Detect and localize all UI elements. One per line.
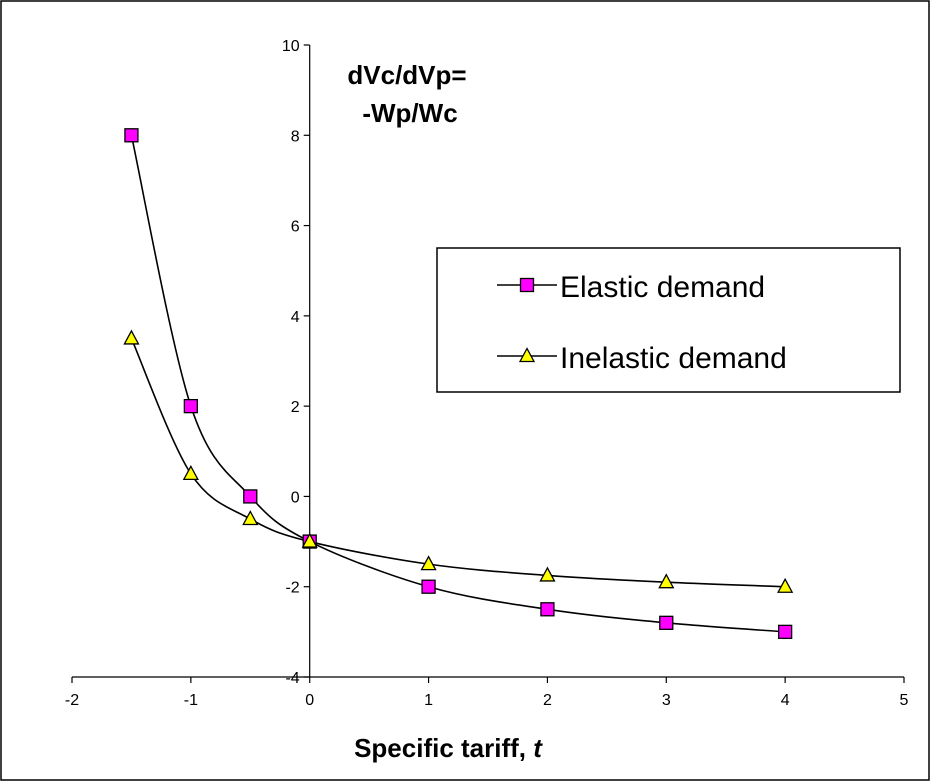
data-point-inelastic-demand — [123, 329, 140, 345]
x-axis-title-symbol: t — [533, 733, 543, 763]
data-point-elastic-demand — [777, 624, 793, 640]
x-tick-label: -2 — [65, 692, 79, 709]
x-tick-label: 2 — [543, 692, 552, 709]
legend-label-inelastic: Inelastic demand — [560, 342, 787, 375]
legend-box — [436, 247, 901, 393]
x-tick-label: 3 — [662, 692, 671, 709]
data-point-elastic-demand — [124, 128, 139, 143]
data-point-inelastic-demand — [420, 555, 437, 571]
data-point-elastic-demand — [183, 398, 199, 414]
data-point-inelastic-demand — [301, 532, 318, 548]
legend-marker-elastic-demand — [519, 277, 535, 293]
y-tick-label: -4 — [285, 670, 299, 687]
data-point-elastic-demand — [540, 602, 555, 617]
y-tick-label: 6 — [291, 219, 300, 236]
x-axis-title-text: Specific tariff, — [354, 733, 533, 763]
data-point-elastic-demand — [421, 579, 436, 594]
x-tick-label: 1 — [424, 692, 433, 709]
axes: -2 -1 0 1 2 3 4 5 -4 -2 0 2 4 6 8 10 — [65, 38, 909, 709]
annotation-line-1: dVc/dVp= — [347, 60, 466, 90]
x-axis-title: Specific tariff, t — [354, 733, 543, 763]
x-tick-label: 5 — [900, 692, 909, 709]
legend-marker-inelastic-demand — [518, 347, 536, 363]
data-point-inelastic-demand — [658, 573, 675, 589]
legend: Elastic demand Inelastic demand — [436, 247, 901, 393]
data-point-inelastic-demand — [242, 510, 259, 526]
y-tick-label: 10 — [282, 38, 300, 55]
legend-items — [497, 277, 557, 363]
x-tick-label: -1 — [184, 692, 198, 709]
y-tick-label: 4 — [291, 309, 300, 326]
data-point-elastic-demand — [659, 615, 674, 630]
annotation-line-2: -Wp/Wc — [362, 98, 457, 128]
data-point-inelastic-demand — [539, 566, 556, 582]
x-tick-label: 0 — [305, 692, 314, 709]
data-point-inelastic-demand — [182, 464, 199, 481]
y-tick-label: 8 — [291, 128, 300, 145]
data-point-inelastic-demand — [777, 577, 794, 593]
y-tick-label: -2 — [285, 580, 299, 597]
series-layer — [123, 128, 794, 640]
y-tick-label: 0 — [291, 489, 300, 506]
series-line-elastic-demand — [130, 135, 786, 633]
y-tick-label: 2 — [291, 399, 300, 416]
legend-label-elastic: Elastic demand — [560, 271, 765, 304]
data-point-elastic-demand — [243, 489, 258, 504]
x-tick-label: 4 — [781, 692, 790, 709]
